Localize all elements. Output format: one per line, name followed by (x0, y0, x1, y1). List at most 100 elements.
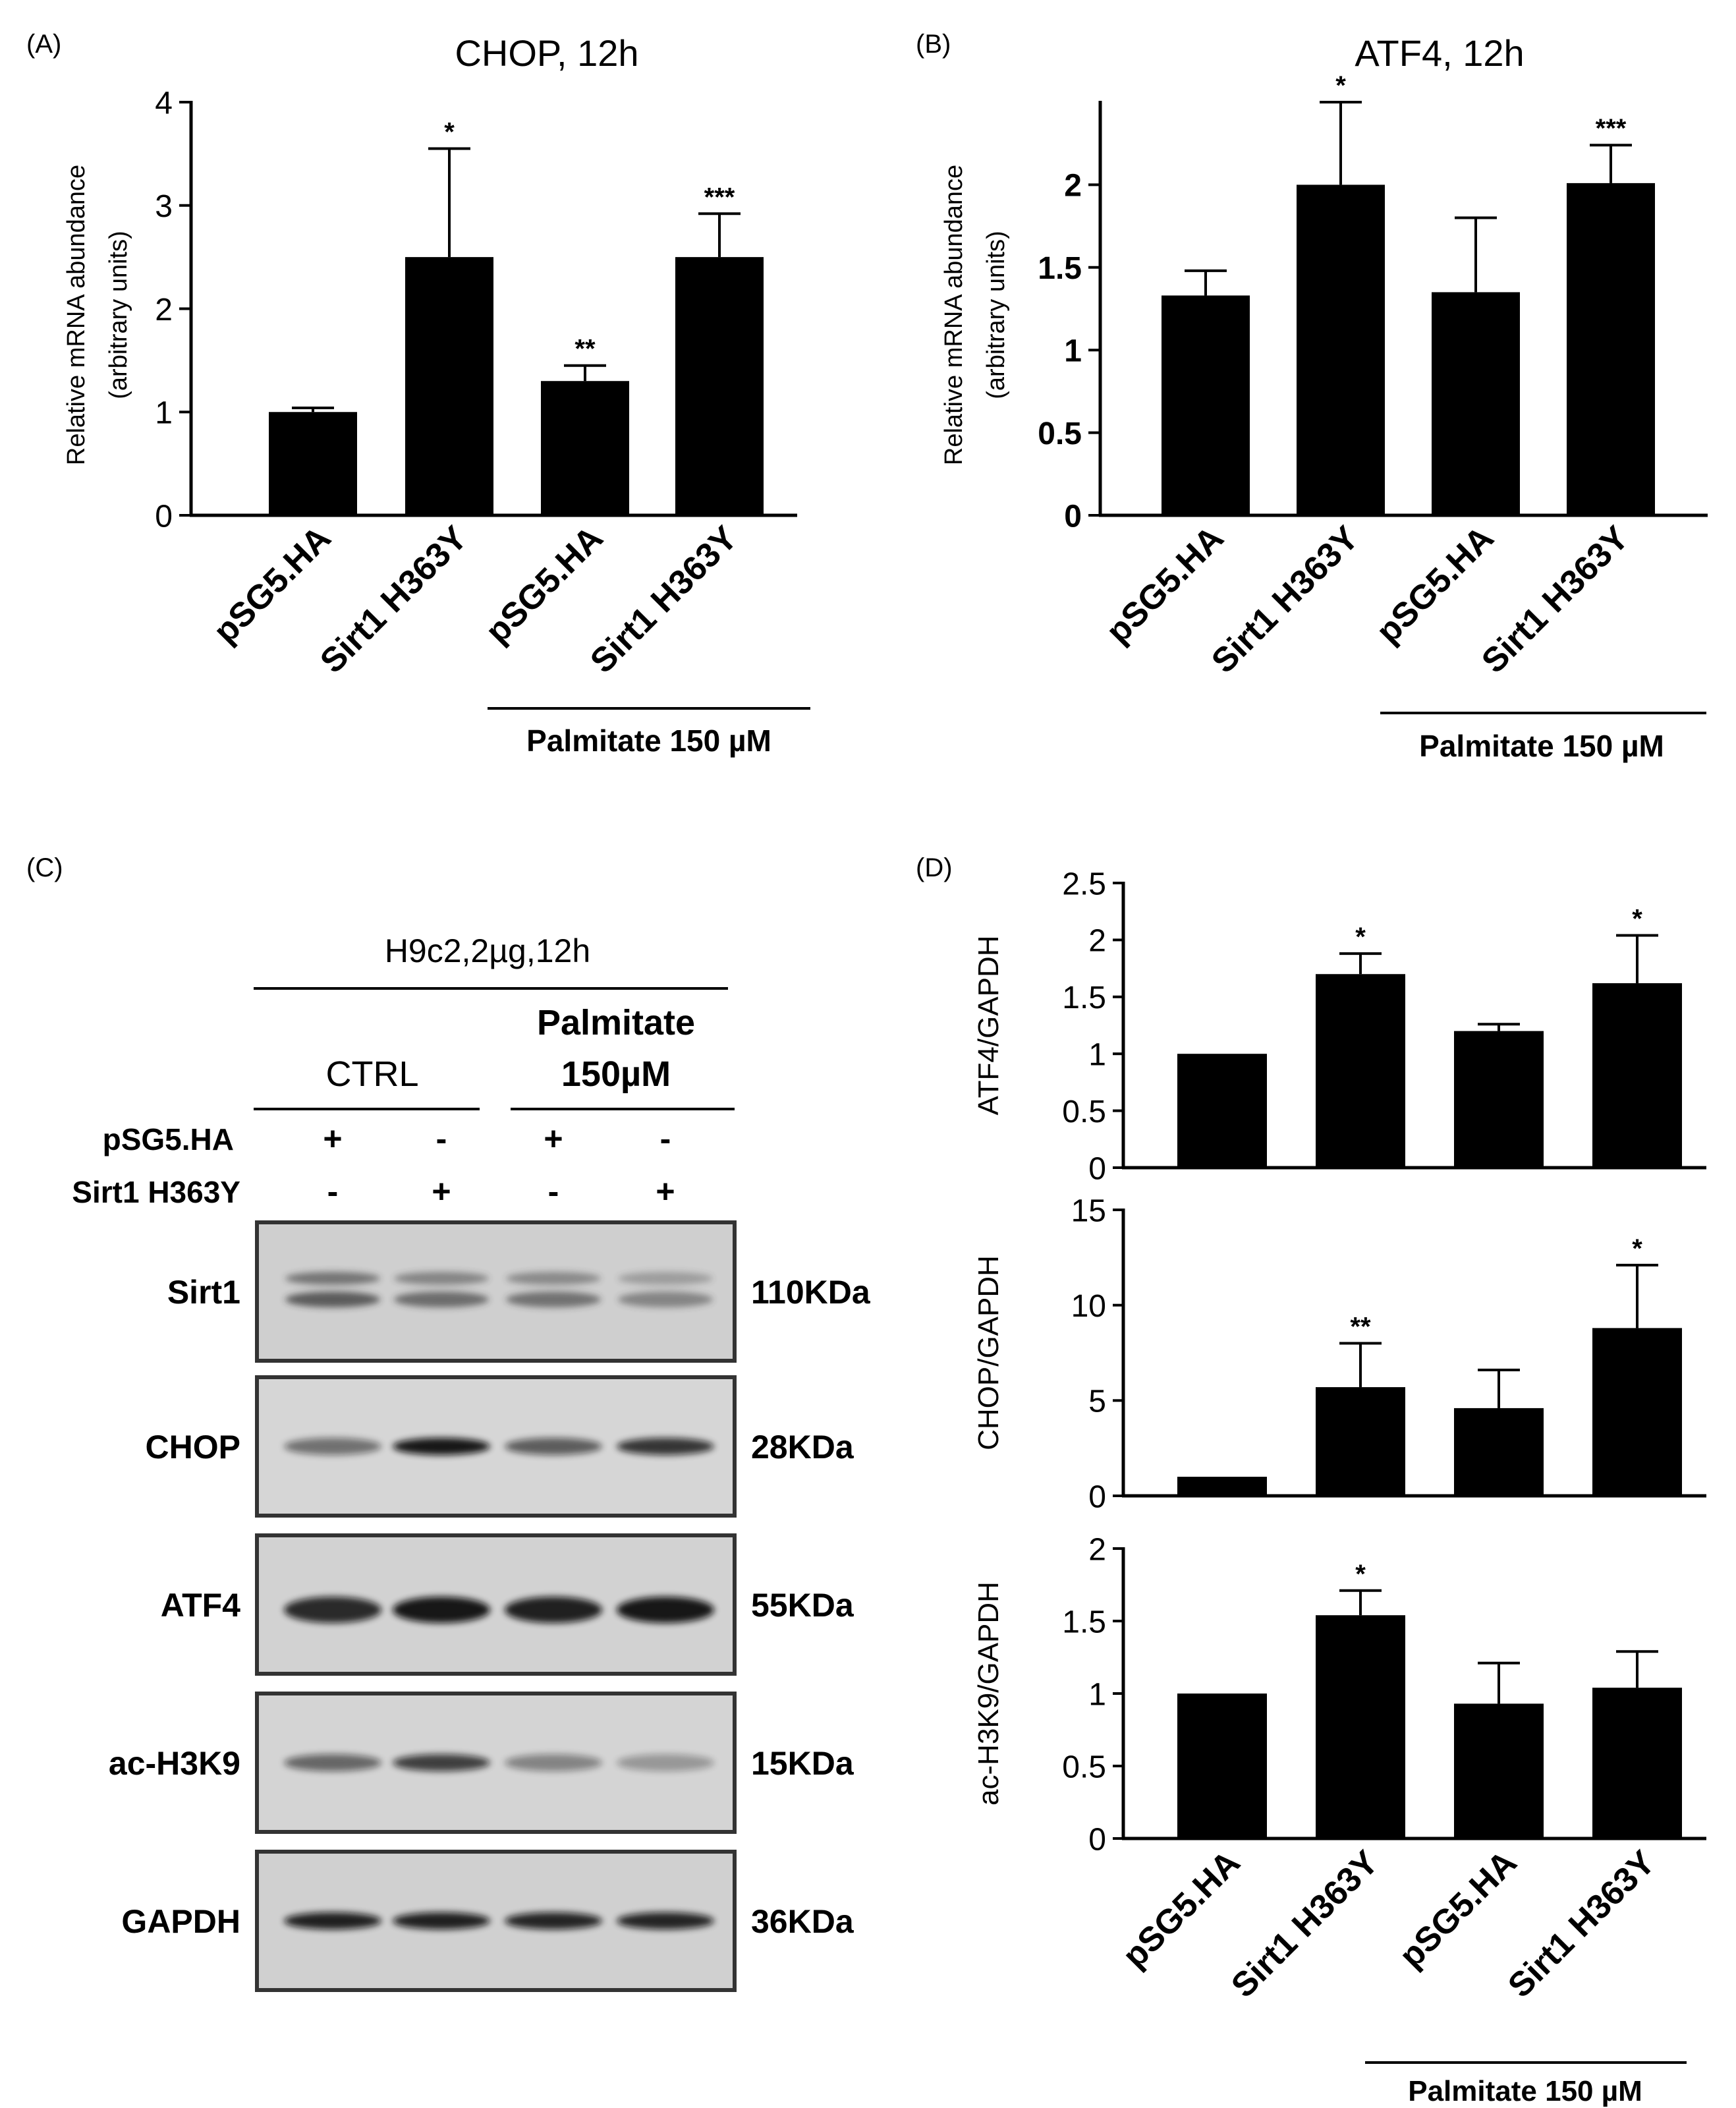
blot-panel-ach3k9: ac-H3K9 15KDa (109, 1692, 854, 1834)
blot-band (617, 1754, 714, 1771)
panel-d-chop-y-tick-label: 10 (1071, 1289, 1106, 1324)
blot-band (618, 1292, 713, 1307)
panel-a-bar (405, 257, 493, 515)
panel-a-ylabel-line1: Relative mRNA abundance (63, 165, 90, 465)
blot-band-label: ac-H3K9 (109, 1745, 240, 1782)
blot-panel-atf4: ATF4 55KDa (161, 1533, 854, 1676)
panel-d-ach3k9-bar (1454, 1703, 1544, 1838)
panel-d-ach3k9-y-tick-label: 0.5 (1062, 1750, 1106, 1784)
panel-b-y-tick-label: 1.5 (1038, 251, 1082, 286)
blot-band-kda: 15KDa (751, 1745, 854, 1782)
blot-sign: + (323, 1120, 342, 1157)
panel-b-y-tick-label: 0 (1064, 499, 1082, 534)
panel-a: (A) CHOP, 12h Relative mRNA abundance (a… (26, 30, 810, 758)
panel-a-x-tick-label: Sirt1 H363Y (313, 519, 474, 680)
blot-band-label: ATF4 (161, 1587, 240, 1624)
blot-band-kda: 55KDa (751, 1587, 854, 1624)
panel-c-western-blot: (C) H9c2,2µg,12h CTRL Palmitate 150µM pS… (26, 853, 871, 1992)
panel-d-x-tick-label: Sirt1 H363Y (1501, 1843, 1662, 2005)
panel-b-x-tick-label: Sirt1 H363Y (1474, 519, 1636, 680)
panel-d-chop-y-tick-label: 0 (1088, 1479, 1106, 1514)
panel-b-bar (1567, 183, 1655, 515)
panel-b-bars: **** (1162, 71, 1655, 515)
panel-d-chop-y-tick-label: 15 (1071, 1193, 1106, 1228)
panel-a-title: CHOP, 12h (455, 32, 638, 74)
panel-d-ach3k9-subplot: 0 0.5 1 1.5 2 * ac-H3K9/GAPDH (972, 1532, 1706, 1857)
panel-d-ach3k9-bars: * (1177, 1560, 1682, 1838)
panel-d: (D) 00.511.522.5**ATF4/GAPDH051015***CHO… (916, 853, 1706, 2107)
blot-band (393, 1754, 490, 1771)
blot-band-kda: 110KDa (751, 1274, 871, 1311)
blot-sign: + (544, 1120, 563, 1157)
panel-b-ylabel-line1: Relative mRNA abundance (940, 165, 968, 465)
panel-d-atf4-ylabel: ATF4/GAPDH (972, 935, 1005, 1115)
blot-sign: - (327, 1173, 339, 1210)
blot-sign: + (656, 1173, 675, 1210)
panel-d-ach3k9-bar (1177, 1694, 1267, 1838)
blot-band-kda: 28KDa (751, 1429, 854, 1466)
blot-sign-grid: + - + - - + - + (323, 1120, 675, 1210)
blot-band (506, 1272, 601, 1285)
blot-band-panels: Sirt1 110KDa CHOP 28KDa ATF4 55KDa ac-H3K9 15KD… (109, 1220, 871, 1992)
panel-d-atf4-y-tick-label: 2 (1088, 924, 1106, 959)
blot-band (393, 1597, 490, 1623)
blot-band-label: CHOP (146, 1429, 240, 1466)
panel-a-y-tick-label: 3 (155, 189, 173, 224)
panel-d-chop-bar (1592, 1328, 1682, 1496)
blot-panel-sirt1: Sirt1 110KDa (167, 1220, 871, 1363)
panel-a-x-tick-label: pSG5.HA (206, 519, 338, 650)
panel-b-letter: (B) (916, 30, 951, 59)
panel-a-x-tick-label: pSG5.HA (478, 519, 610, 650)
blot-panel-gapdh: GAPDH 36KDa (121, 1850, 854, 1992)
panel-d-atf4-significance-marker: * (1632, 904, 1642, 933)
panel-a-palmitate-label: Palmitate 150 µM (526, 724, 771, 758)
panel-b-significance-marker: *** (1596, 114, 1627, 143)
panel-a-bar (675, 257, 764, 515)
panel-b-x-tick-label: pSG5.HA (1369, 519, 1501, 650)
blot-band (285, 1272, 380, 1285)
blot-band (617, 1597, 714, 1623)
panel-d-chop-bar (1454, 1408, 1544, 1496)
panel-b-y-tick-label: 1 (1064, 333, 1082, 368)
panel-d-atf4-bar (1177, 1054, 1267, 1168)
panel-a-y-tick-label: 2 (155, 293, 173, 328)
blot-group-palmitate-line1: Palmitate (537, 1003, 695, 1042)
panel-d-chop-y-tick-label: 5 (1088, 1384, 1106, 1419)
panel-b: (B) ATF4, 12h Relative mRNA abundance (a… (916, 30, 1708, 763)
panel-a-y-tick-label: 0 (155, 499, 173, 534)
panel-a-significance-marker: *** (704, 183, 735, 212)
blot-band (618, 1272, 713, 1285)
blot-band (505, 1438, 602, 1455)
blot-band (393, 1912, 490, 1929)
panel-b-bar (1432, 292, 1520, 515)
blot-band (284, 1597, 381, 1623)
panel-c-letter: (C) (26, 853, 63, 882)
panel-d-atf4-y-tick-label: 0.5 (1062, 1095, 1106, 1129)
blot-group-ctrl: CTRL (325, 1054, 418, 1094)
panel-b-axes: 0 0.5 1 1.5 2 (1038, 101, 1708, 534)
panel-d-chop-bar (1316, 1387, 1405, 1496)
blot-row-label-sirt1h363y: Sirt1 H363Y (72, 1175, 240, 1209)
panel-d-atf4-y-tick-label: 1 (1088, 1037, 1106, 1072)
blot-row-label-pSG5HA: pSG5.HA (103, 1122, 234, 1156)
blot-panel-chop: CHOP 28KDa (146, 1375, 854, 1518)
panel-d-atf4-subplot: 00.511.522.5**ATF4/GAPDH (972, 867, 1706, 1186)
panel-a-bars: ****** (269, 118, 764, 515)
panel-d-ach3k9-y-tick-label: 0 (1088, 1822, 1106, 1857)
blot-band (394, 1292, 489, 1307)
panel-d-chop-bar (1177, 1477, 1267, 1496)
panel-d-chop-bars: *** (1177, 1234, 1682, 1496)
panel-d-ach3k9-ylabel: ac-H3K9/GAPDH (972, 1581, 1005, 1806)
panel-d-chop-ylabel: CHOP/GAPDH (972, 1255, 1005, 1450)
panel-d-chop-significance-marker: * (1632, 1234, 1642, 1263)
panel-b-ylabel-line2: (arbitrary units) (982, 231, 1010, 399)
blot-sign: - (436, 1120, 447, 1157)
panel-d-atf4-bars: ** (1177, 904, 1682, 1168)
panel-d-x-tick-label: pSG5.HA (1392, 1843, 1524, 1975)
blot-band (505, 1597, 602, 1623)
blot-sign: - (548, 1173, 559, 1210)
blot-band (284, 1438, 381, 1455)
